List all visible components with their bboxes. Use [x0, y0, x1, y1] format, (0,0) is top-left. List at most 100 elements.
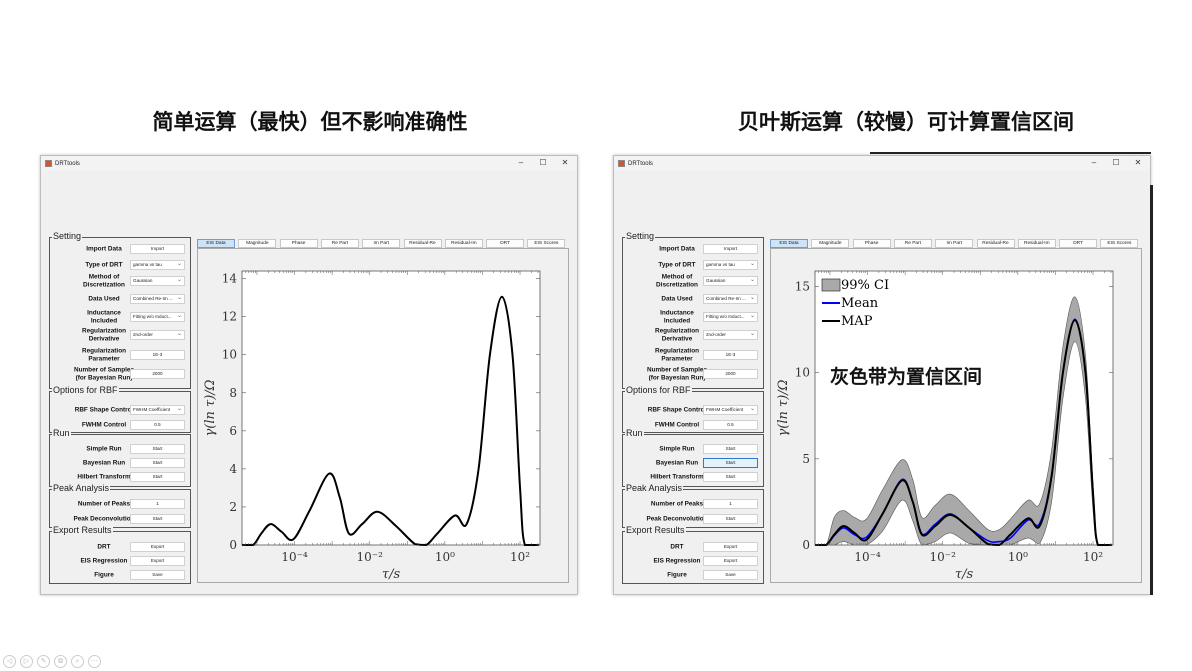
tab-re-part[interactable]: Re Part	[893, 239, 932, 248]
number-of-samples-for-bayesian-run-input[interactable]: 2000	[130, 369, 185, 379]
tab-im-part[interactable]: Im Part	[935, 239, 974, 248]
previous-icon[interactable]: ◁	[3, 655, 16, 668]
label-bayesian-run: Bayesian Run	[655, 459, 699, 467]
group-title: Setting	[52, 231, 83, 241]
y-tick-label: 14	[222, 272, 238, 286]
peak-deconvolution-button[interactable]: Start	[130, 514, 185, 524]
group-setting: Setting Import Data Import Type of DRT gamma…	[49, 231, 191, 389]
peak-deconvolution-button[interactable]: Start	[703, 514, 758, 524]
tab-eis-data[interactable]: EIS Data	[197, 239, 235, 248]
fwhm-control-input[interactable]: 0.5	[130, 420, 185, 430]
tab-residual-re[interactable]: Residual-Re	[976, 239, 1015, 248]
simple-run-button[interactable]: Start	[703, 444, 758, 454]
more-icon[interactable]: ⋯	[88, 655, 101, 668]
tab-eis-scores[interactable]: EIS Scores	[1100, 239, 1139, 248]
method-of-discretization-dropdown[interactable]: Gaussian	[130, 276, 185, 286]
row-eis-regression: EIS Regression Export	[623, 553, 765, 569]
import-data-button[interactable]: Import	[703, 244, 758, 254]
row-number-of-peaks: Number of Peaks 1	[50, 496, 192, 512]
regularization-derivative-dropdown[interactable]: 2nd-order	[703, 330, 758, 340]
minimize-button[interactable]: –	[518, 158, 524, 167]
tab-magnitude[interactable]: Magnitude	[811, 239, 850, 248]
minimize-button[interactable]: –	[1091, 158, 1097, 167]
label-inductance-included: Inductance Included	[660, 309, 694, 325]
number-of-peaks-input[interactable]: 1	[703, 499, 758, 509]
maximize-button[interactable]: ☐	[1112, 158, 1120, 167]
legend: 99% CI Mean MAP	[821, 278, 889, 329]
row-inductance-included: Inductance Included Fitting w/o Induct...	[623, 309, 765, 325]
label-number-of-peaks: Number of Peaks	[77, 500, 131, 508]
tab-magnitude[interactable]: Magnitude	[238, 239, 277, 248]
close-button[interactable]: ✕	[1134, 158, 1142, 167]
tab-re-part[interactable]: Re Part	[320, 239, 359, 248]
tab-residual-im[interactable]: Residual-Im	[1017, 239, 1056, 248]
fwhm-control-input[interactable]: 0.5	[703, 420, 758, 430]
tab-residual-re[interactable]: Residual-Re	[403, 239, 442, 248]
rbf-shape-control-dropdown[interactable]: FWHM Coefficient	[130, 405, 185, 415]
tab-eis-scores[interactable]: EIS Scores	[527, 239, 566, 248]
label-number-of-samples-for-bayesian-run: Number of Samples (for Bayesian Run)	[646, 366, 707, 382]
data-used-dropdown[interactable]: Combined Re-Im ...	[130, 294, 185, 304]
legend-map-label: MAP	[841, 314, 873, 329]
bayesian-run-button[interactable]: Start	[130, 458, 185, 468]
eis-regression-button[interactable]: Export	[703, 556, 758, 566]
tab-phase[interactable]: Phase	[279, 239, 318, 248]
window-title: DRTtools	[628, 160, 653, 167]
eis-regression-button[interactable]: Export	[130, 556, 185, 566]
y-tick-label: 6	[229, 424, 237, 438]
bayesian-run-button[interactable]: Start	[703, 458, 758, 468]
regularization-parameter-input[interactable]: 1E-3	[703, 350, 758, 360]
label-import-data: Import Data	[659, 245, 695, 253]
label-import-data: Import Data	[86, 245, 122, 253]
y-tick-label: 8	[229, 386, 237, 400]
maximize-button[interactable]: ☐	[539, 158, 547, 167]
inductance-included-dropdown[interactable]: Fitting w/o Induct...	[703, 312, 758, 322]
regularization-parameter-input[interactable]: 1E-3	[130, 350, 185, 360]
group-peak-analysis: Peak Analysis Number of Peaks 1 Peak Deconv…	[49, 483, 192, 528]
simple-run-button[interactable]: Start	[130, 444, 185, 454]
group-title: Options for RBF	[625, 385, 692, 395]
row-drt: DRT Export	[50, 539, 192, 555]
tab-residual-im[interactable]: Residual-Im	[444, 239, 483, 248]
label-number-of-peaks: Number of Peaks	[650, 500, 704, 508]
rbf-shape-control-dropdown[interactable]: FWHM Coefficient	[703, 405, 758, 415]
regularization-derivative-dropdown[interactable]: 2nd-order	[130, 330, 185, 340]
drt-button[interactable]: Export	[703, 542, 758, 552]
next-icon[interactable]: ▷	[20, 655, 33, 668]
row-rbf-shape-control: RBF Shape Control FWHM Coefficient	[50, 402, 192, 418]
data-used-dropdown[interactable]: Combined Re-Im ...	[703, 294, 758, 304]
zoom-icon[interactable]: ⌕	[71, 655, 84, 668]
figure-button[interactable]: Save	[130, 570, 185, 580]
number-of-peaks-input[interactable]: 1	[130, 499, 185, 509]
plot-area	[814, 270, 1114, 546]
pen-icon[interactable]: ✎	[37, 655, 50, 668]
chart-annotation: 灰色带为置信区间	[830, 365, 982, 388]
row-number-of-peaks: Number of Peaks 1	[623, 496, 765, 512]
hilbert-transform-button[interactable]: Start	[130, 472, 185, 482]
tab-drt[interactable]: DRT	[1059, 239, 1098, 248]
type-of-drt-dropdown[interactable]: gamma vs tau	[130, 260, 185, 270]
close-button[interactable]: ✕	[561, 158, 569, 167]
tab-im-part[interactable]: Im Part	[362, 239, 401, 248]
drt-button[interactable]: Export	[130, 542, 185, 552]
label-figure: Figure	[667, 571, 687, 579]
label-eis-regression: EIS Regression	[80, 557, 128, 565]
label-eis-regression: EIS Regression	[653, 557, 701, 565]
label-bayesian-run: Bayesian Run	[82, 459, 126, 467]
type-of-drt-dropdown[interactable]: gamma vs tau	[703, 260, 758, 270]
tab-phase[interactable]: Phase	[852, 239, 891, 248]
inductance-included-dropdown[interactable]: Fitting w/o Induct...	[130, 312, 185, 322]
hilbert-transform-button[interactable]: Start	[703, 472, 758, 482]
tab-drt[interactable]: DRT	[486, 239, 525, 248]
tab-eis-data[interactable]: EIS Data	[770, 239, 808, 248]
label-simple-run: Simple Run	[86, 445, 122, 453]
group-run: Run Simple Run Start Bayesian Run Start Hilbe…	[622, 428, 764, 487]
row-rbf-shape-control: RBF Shape Control FWHM Coefficient	[623, 402, 765, 418]
figure-button[interactable]: Save	[703, 570, 758, 580]
method-of-discretization-dropdown[interactable]: Gaussian	[703, 276, 758, 286]
label-peak-deconvolution: Peak Deconvolution	[646, 515, 708, 523]
label-fwhm-control: FWHM Control	[654, 421, 700, 429]
import-data-button[interactable]: Import	[130, 244, 185, 254]
number-of-samples-for-bayesian-run-input[interactable]: 2000	[703, 369, 758, 379]
slides-icon[interactable]: ⧉	[54, 655, 67, 668]
